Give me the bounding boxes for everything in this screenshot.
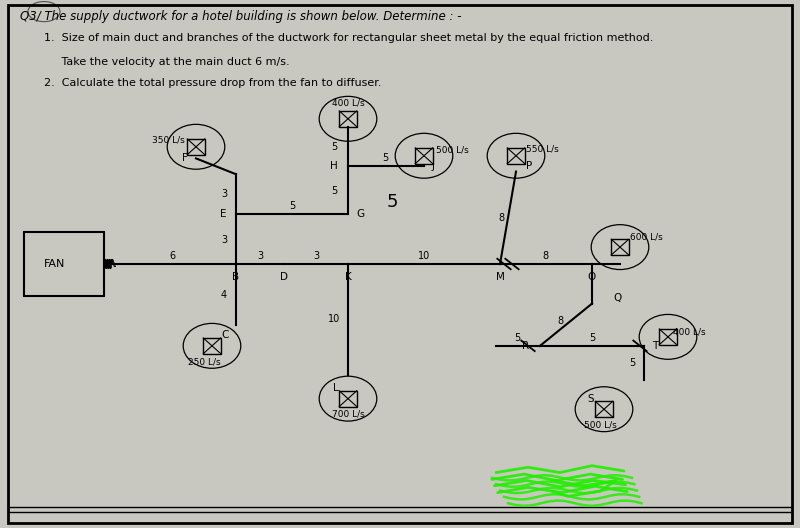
Text: G: G <box>356 209 364 219</box>
Text: H: H <box>330 162 338 171</box>
Text: 3: 3 <box>257 251 263 261</box>
Text: 600 L/s: 600 L/s <box>630 232 662 241</box>
Text: 5: 5 <box>382 154 389 163</box>
Text: K: K <box>345 272 351 282</box>
Text: 250 L/s: 250 L/s <box>188 357 220 366</box>
Bar <box>659 329 677 345</box>
Text: 5: 5 <box>289 201 295 211</box>
Text: 400 L/s: 400 L/s <box>332 98 364 108</box>
Text: 8: 8 <box>498 213 505 222</box>
Text: 6: 6 <box>169 251 175 261</box>
Text: F: F <box>182 154 188 163</box>
Text: 5: 5 <box>386 193 398 211</box>
Bar <box>187 139 205 155</box>
Text: O: O <box>588 272 596 282</box>
Bar <box>24 232 104 296</box>
Text: Q3/ The supply ductwork for a hotel building is shown below. Determine : -: Q3/ The supply ductwork for a hotel buil… <box>20 10 462 23</box>
Bar <box>339 111 357 127</box>
Text: 1.  Size of main duct and branches of the ductwork for rectangular sheet metal b: 1. Size of main duct and branches of the… <box>44 33 654 43</box>
Bar <box>507 148 525 164</box>
Bar <box>595 401 613 417</box>
Text: 5: 5 <box>589 333 595 343</box>
Text: 500 L/s: 500 L/s <box>584 420 616 430</box>
Text: T: T <box>652 341 658 351</box>
Text: 550 L/s: 550 L/s <box>526 145 558 154</box>
Text: FAN: FAN <box>44 259 65 269</box>
Text: Take the velocity at the main duct 6 m/s.: Take the velocity at the main duct 6 m/s… <box>44 57 290 67</box>
Text: C: C <box>222 331 229 340</box>
Text: 700 L/s: 700 L/s <box>332 410 364 419</box>
Text: 8: 8 <box>542 251 549 261</box>
Bar <box>203 338 221 354</box>
Text: 500 L/s: 500 L/s <box>436 146 468 155</box>
Text: 4: 4 <box>221 290 227 299</box>
Text: D: D <box>280 272 288 282</box>
Text: 5: 5 <box>331 142 338 152</box>
Text: 5: 5 <box>629 359 635 368</box>
Text: M: M <box>495 272 505 282</box>
Text: R: R <box>522 341 530 351</box>
Text: B: B <box>233 272 239 282</box>
Text: P: P <box>526 162 532 171</box>
Text: E: E <box>220 209 226 219</box>
Text: 2.  Calculate the total pressure drop from the fan to diffuser.: 2. Calculate the total pressure drop fro… <box>44 78 382 88</box>
Text: J: J <box>432 162 435 171</box>
Text: 3: 3 <box>221 235 227 245</box>
Text: A: A <box>108 259 115 269</box>
Text: Q: Q <box>614 294 622 303</box>
Text: 3: 3 <box>221 190 227 199</box>
Bar <box>415 148 433 164</box>
Text: 350 L/s: 350 L/s <box>152 135 184 145</box>
Text: S: S <box>587 394 594 403</box>
Text: 5: 5 <box>331 186 338 196</box>
Text: 8: 8 <box>557 316 563 326</box>
Text: L: L <box>333 383 338 393</box>
Text: 3: 3 <box>313 251 319 261</box>
Text: 10: 10 <box>418 251 430 261</box>
Text: 10: 10 <box>328 315 341 324</box>
Text: 5: 5 <box>514 333 521 343</box>
Text: 400 L/s: 400 L/s <box>674 327 706 336</box>
Bar <box>339 391 357 407</box>
Bar <box>611 239 629 255</box>
Text: A: A <box>109 259 115 269</box>
